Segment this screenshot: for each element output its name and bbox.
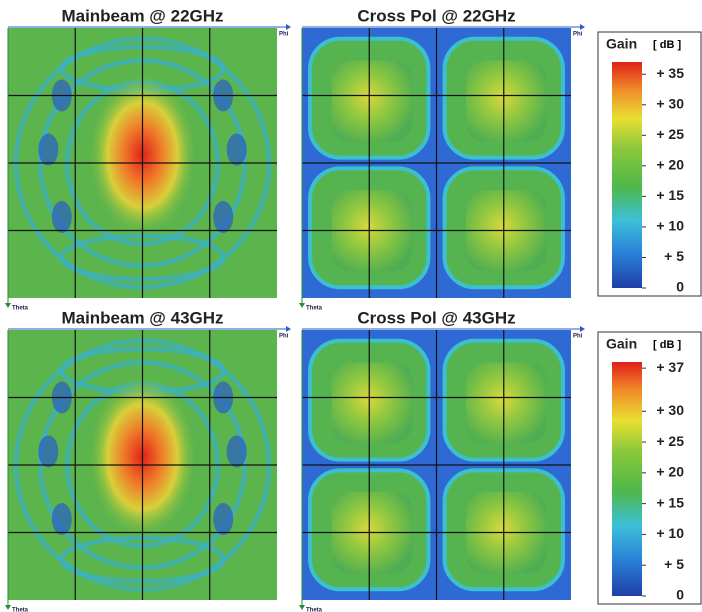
- panel-title: Cross Pol @ 22GHz: [357, 6, 515, 25]
- colorbar-unit: [ dB ]: [653, 39, 681, 51]
- null: [52, 201, 72, 233]
- lobe: [466, 362, 547, 443]
- null: [227, 134, 247, 166]
- colorbar-tick-label: + 35: [656, 65, 684, 81]
- colorbar-tick-label: + 25: [656, 126, 684, 142]
- x-axis-label: Phi: [279, 334, 289, 340]
- null: [227, 436, 247, 468]
- x-axis-label: Phi: [573, 32, 583, 38]
- colorbar-tick-label: + 30: [656, 402, 684, 418]
- theta-arrow: [299, 605, 305, 610]
- null: [213, 201, 233, 233]
- figure: Mainbeam @ 22GHz Phi Theta Cross Pol @ 22GH…: [0, 0, 702, 612]
- x-axis-label: Phi: [573, 334, 583, 340]
- colorbar-tick-label: + 20: [656, 157, 684, 173]
- lobe: [332, 60, 413, 141]
- theta-arrow: [5, 303, 11, 308]
- colorbar-tick-label: 0: [676, 279, 684, 295]
- colorbar-tick-label: + 30: [656, 95, 684, 111]
- colorbar-tick-label: + 15: [656, 187, 684, 203]
- y-axis-label: Theta: [306, 608, 323, 612]
- colorbar-tick-label: + 20: [656, 464, 684, 480]
- colorbar: [612, 62, 642, 288]
- colorbar-tick-label: + 37: [656, 359, 684, 375]
- colorbar-tick-label: + 15: [656, 494, 684, 510]
- colorbar-tick-label: 0: [676, 587, 684, 603]
- phi-arrow: [286, 24, 291, 30]
- panel-title: Mainbeam @ 43GHz: [61, 308, 223, 327]
- heatmap: [302, 330, 571, 600]
- lobe: [466, 60, 547, 141]
- x-axis-label: Phi: [279, 32, 289, 38]
- phi-arrow: [580, 326, 585, 332]
- panel-title: Mainbeam @ 22GHz: [61, 6, 223, 25]
- null: [38, 134, 58, 166]
- colorbar-unit: [ dB ]: [653, 339, 681, 351]
- heatmap: [8, 28, 277, 298]
- colorbar-tick-label: + 5: [664, 556, 684, 572]
- theta-arrow: [299, 303, 305, 308]
- null: [38, 436, 58, 468]
- colorbar-tick-label: + 10: [656, 218, 684, 234]
- y-axis-label: Theta: [12, 306, 29, 312]
- colorbar: [612, 362, 642, 596]
- colorbar-tick-label: + 5: [664, 248, 684, 264]
- colorbar-tick-label: + 10: [656, 525, 684, 541]
- y-axis-label: Theta: [12, 608, 29, 612]
- colorbar-tick-label: + 25: [656, 433, 684, 449]
- colorbar-title: Gain: [606, 36, 637, 52]
- colorbar-title: Gain: [606, 336, 637, 352]
- panel-title: Cross Pol @ 43GHz: [357, 308, 515, 327]
- y-axis-label: Theta: [306, 306, 323, 312]
- theta-arrow: [5, 605, 11, 610]
- lobe: [332, 362, 413, 443]
- phi-arrow: [286, 326, 291, 332]
- phi-arrow: [580, 24, 585, 30]
- null: [213, 503, 233, 535]
- heatmap: [8, 330, 277, 600]
- heatmap: [302, 28, 571, 298]
- null: [52, 503, 72, 535]
